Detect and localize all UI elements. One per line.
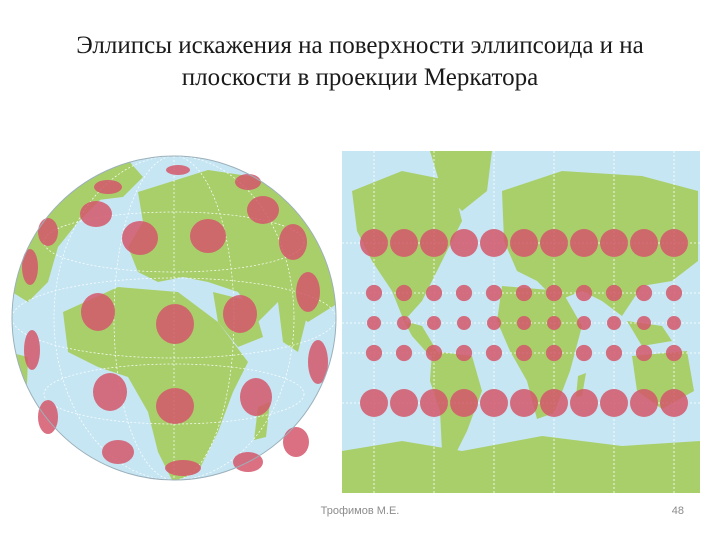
mercator-ellipse: [510, 229, 538, 257]
globe-map: [8, 152, 340, 484]
mercator-ellipse: [480, 389, 508, 417]
mercator-ellipse: [395, 284, 413, 302]
mercator-ellipse: [360, 389, 388, 417]
mercator-ellipse: [600, 229, 628, 257]
mercator-ellipse: [577, 316, 591, 330]
mercator-grid: [342, 151, 700, 493]
mercator-ellipse: [455, 344, 473, 362]
mercator-ellipse: [420, 389, 448, 417]
slide-title: Эллипсы искажения на поверхности эллипсо…: [40, 30, 680, 94]
globe-ellipse: [240, 378, 272, 416]
mercator-ellipse: [367, 316, 381, 330]
mercator-ellipse: [667, 316, 681, 330]
globe-ellipse: [22, 249, 38, 285]
globe-ellipse: [156, 388, 194, 424]
mercator-ellipse: [630, 229, 658, 257]
mercator-ellipse: [487, 316, 501, 330]
mercator-ellipse: [365, 344, 383, 362]
mercator-svg: [342, 151, 700, 493]
globe-ellipse: [38, 400, 58, 434]
mercator-ellipse: [480, 229, 508, 257]
globe-ellipse: [165, 460, 201, 476]
mercator-ellipse: [600, 389, 628, 417]
mercator-ellipse: [360, 229, 388, 257]
globe-ellipse: [247, 196, 279, 224]
mercator-ellipse: [450, 389, 478, 417]
globe-ellipse: [223, 295, 257, 333]
mercator-ellipse: [605, 344, 623, 362]
mercator-ellipse: [635, 344, 653, 362]
mercator-ellipse: [485, 344, 503, 362]
mercator-ellipse: [390, 389, 418, 417]
mercator-ellipse: [455, 284, 473, 302]
globe-ellipse: [38, 218, 58, 246]
globe-svg: [11, 155, 337, 481]
mercator-ellipse: [450, 229, 478, 257]
mercator-ellipse: [660, 229, 688, 257]
title-line-2: плоскости в проекции Меркатора: [181, 64, 539, 91]
mercator-ellipse: [390, 229, 418, 257]
globe-ellipses: [22, 165, 328, 476]
globe-ellipse: [122, 221, 158, 255]
mercator-ellipse: [575, 344, 593, 362]
globe-ellipse: [102, 440, 134, 464]
globe-ellipse: [279, 224, 307, 260]
mercator-ellipse: [637, 316, 651, 330]
mercator-ellipse: [660, 389, 688, 417]
title-line-1: Эллипсы искажения на поверхности эллипсо…: [76, 32, 644, 59]
globe-ellipse: [94, 180, 122, 194]
mercator-ellipse: [540, 229, 568, 257]
mercator-ellipse: [425, 344, 443, 362]
globe-ellipse: [235, 174, 261, 190]
globe-outline: [11, 155, 337, 481]
globe-ellipse: [80, 201, 112, 227]
mercator-ellipse: [365, 284, 383, 302]
mercator-ellipse: [510, 389, 538, 417]
mercator-ellipse: [635, 284, 653, 302]
mercator-ellipse: [570, 229, 598, 257]
globe-ellipse: [81, 293, 115, 331]
mercator-ellipse: [547, 316, 561, 330]
mercator-ellipses: [360, 229, 688, 417]
globe-ellipse: [93, 373, 127, 411]
mercator-ellipse: [570, 389, 598, 417]
mercator-ellipse: [575, 284, 593, 302]
mercator-map: [342, 151, 700, 493]
mercator-ellipse: [425, 284, 443, 302]
globe-ellipse: [190, 219, 226, 253]
mercator-ellipse: [427, 316, 441, 330]
mercator-ellipse: [457, 316, 471, 330]
mercator-ellipse: [665, 284, 683, 302]
mercator-ellipse: [517, 316, 531, 330]
mercator-ellipse: [605, 284, 623, 302]
mercator-ellipse: [397, 316, 411, 330]
mercator-ellipse: [515, 344, 533, 362]
footer-author: Трофимов М.Е.: [320, 505, 400, 517]
globe-ellipse: [166, 165, 190, 175]
globe-ellipse: [156, 304, 194, 344]
mercator-ellipse: [545, 284, 563, 302]
mercator-ellipse: [485, 284, 503, 302]
globe-ellipse: [24, 330, 40, 370]
mercator-land: [342, 151, 700, 493]
globe-ellipse: [308, 340, 328, 384]
mercator-ellipse: [540, 389, 568, 417]
mercator-ellipse: [395, 344, 413, 362]
mercator-ellipse: [420, 229, 448, 257]
mercator-ellipse: [630, 389, 658, 417]
mercator-ellipse: [515, 284, 533, 302]
page-number: 48: [671, 505, 684, 517]
mercator-ellipse: [545, 344, 563, 362]
mercator-ellipse: [665, 344, 683, 362]
globe-ellipse: [283, 427, 309, 457]
globe-ellipse: [296, 272, 320, 312]
mercator-ellipse: [607, 316, 621, 330]
